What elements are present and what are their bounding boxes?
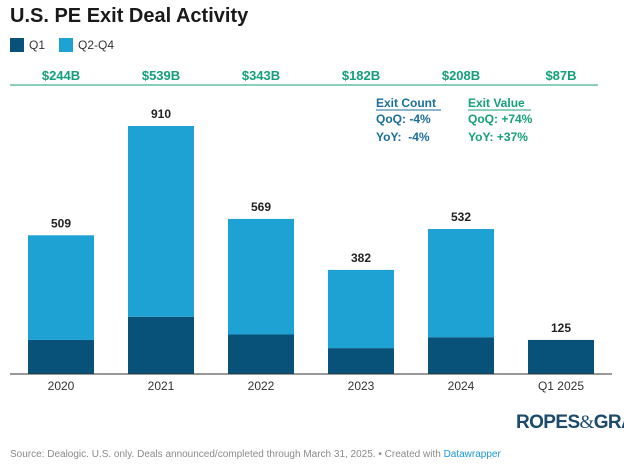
deal-value-label-0: $244B xyxy=(42,68,80,83)
x-tick-label-0: 2020 xyxy=(48,379,75,393)
exit-count-heading: Exit Count xyxy=(376,96,436,110)
logo-text-ropes: ROPES xyxy=(516,412,580,433)
exit-value-annotation: Exit Value QoQ: +74% YoY: +37% xyxy=(468,96,533,144)
exit-count-qoq: QoQ: -4% xyxy=(376,112,431,126)
deal-value-label-2: $343B xyxy=(242,68,280,83)
total-label-2: 569 xyxy=(251,200,271,214)
logo-text-gray: GRAY xyxy=(593,412,624,433)
exit-value-qoq: QoQ: +74% xyxy=(468,112,533,126)
datawrapper-link[interactable]: Datawrapper xyxy=(443,449,501,460)
bar-q2-q4-1 xyxy=(128,126,194,317)
bar-q1-4 xyxy=(428,337,494,374)
exit-value-yoy: YoY: +37% xyxy=(468,130,528,144)
logo-ampersand: & xyxy=(579,412,595,433)
bar-q2-q4-0 xyxy=(28,235,94,340)
exit-count-yoy: YoY: -4% xyxy=(376,130,430,144)
bar-q1-2 xyxy=(228,334,294,374)
x-tick-label-5: Q1 2025 xyxy=(538,379,584,393)
total-label-5: 125 xyxy=(551,321,571,335)
deal-value-labels: $244B $539B $343B $182B $208B $87B xyxy=(42,68,577,83)
footer-source: Source: Dealogic. U.S. only. Deals annou… xyxy=(10,449,501,460)
bar-q2-q4-2 xyxy=(228,218,294,335)
x-tick-label-3: 2023 xyxy=(348,379,375,393)
legend-label-q1: Q1 xyxy=(29,38,46,52)
legend-swatch-q2-q4 xyxy=(59,38,74,52)
legend: Q1 Q2-Q4 xyxy=(10,38,114,52)
exit-value-heading: Exit Value xyxy=(468,96,525,110)
x-tick-label-2: 2022 xyxy=(248,379,275,393)
bar-q2-q4-3 xyxy=(328,269,394,349)
bar-q1-0 xyxy=(28,339,94,374)
deal-value-label-5: $87B xyxy=(545,68,576,83)
legend-label-q2-q4: Q2-Q4 xyxy=(78,38,115,52)
bar-q1-1 xyxy=(128,316,194,374)
chart-title: U.S. PE Exit Deal Activity xyxy=(10,5,249,27)
bar-q2-q4-4 xyxy=(428,229,494,338)
bar-q1-5 xyxy=(528,339,594,374)
deal-value-label-1: $539B xyxy=(142,68,180,83)
legend-swatch-q1 xyxy=(10,38,24,52)
legend-item-q2-q4: Q2-Q4 xyxy=(59,38,114,52)
total-label-1: 910 xyxy=(151,107,171,121)
total-label-4: 532 xyxy=(451,210,471,224)
bars xyxy=(28,126,594,374)
legend-item-q1: Q1 xyxy=(10,38,45,52)
footer-source-text: Source: Dealogic. U.S. only. Deals annou… xyxy=(10,449,444,460)
x-tick-labels: 2020 2021 2022 2023 2024 Q1 2025 xyxy=(48,379,585,393)
x-tick-label-1: 2021 xyxy=(148,379,175,393)
ropes-gray-logo: ROPES&GRAY xyxy=(516,412,624,434)
bar-q1-3 xyxy=(328,348,394,374)
total-labels: 509 910 569 382 532 125 xyxy=(51,107,571,335)
exit-count-annotation: Exit Count QoQ: -4% YoY: -4% xyxy=(376,96,441,144)
deal-value-label-3: $182B xyxy=(342,68,380,83)
total-label-3: 382 xyxy=(351,251,371,265)
total-label-0: 509 xyxy=(51,216,71,230)
deal-value-label-4: $208B xyxy=(442,68,480,83)
x-tick-label-4: 2024 xyxy=(448,379,475,393)
